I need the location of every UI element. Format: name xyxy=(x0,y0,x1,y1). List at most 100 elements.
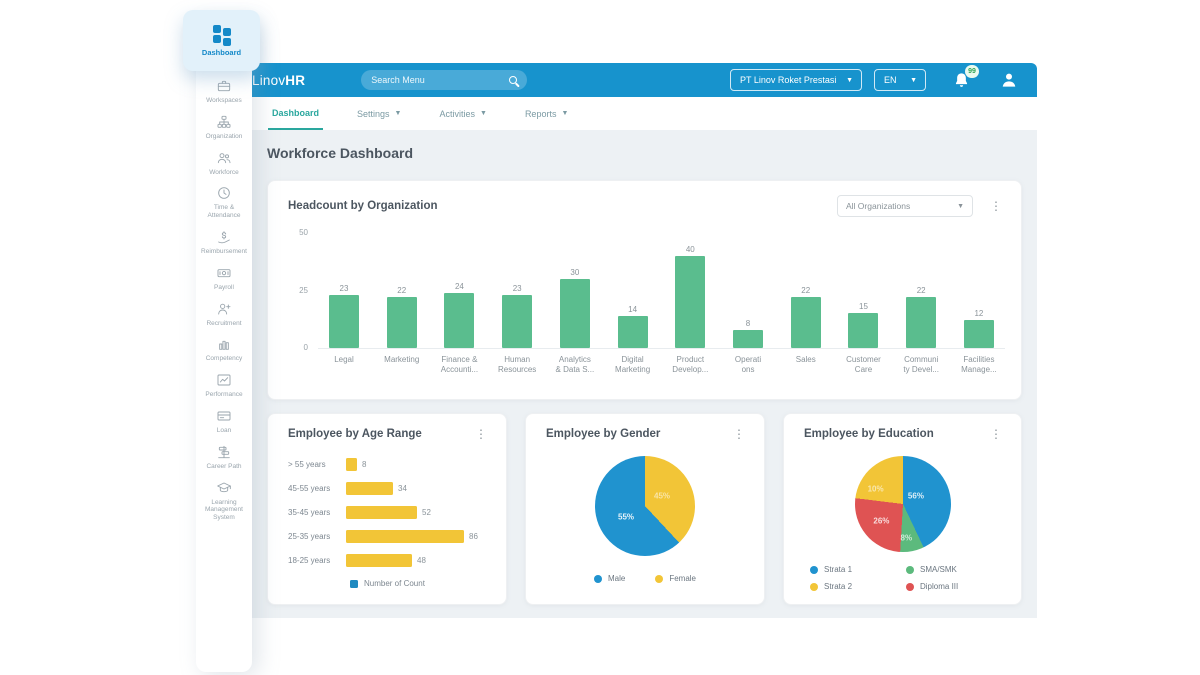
sidebar-item-label: Workforce xyxy=(209,168,239,176)
organization-filter-select[interactable]: All Organizations ▼ xyxy=(837,195,973,217)
bar-value-label: 8 xyxy=(745,319,751,328)
time-attendance-icon xyxy=(216,185,232,201)
x-axis-label: Sales xyxy=(795,355,816,364)
company-select[interactable]: PT Linov Roket Prestasi ▼ xyxy=(730,69,862,91)
bar-group: 22 Sales xyxy=(780,233,832,376)
sidebar-item-lms[interactable]: Learning Management System xyxy=(199,480,249,522)
sidebar-item-recruitment[interactable]: Recruitment xyxy=(199,301,249,328)
x-axis-label: Digital Marketing xyxy=(615,355,651,375)
bar-value-label: 22 xyxy=(397,286,407,295)
bar xyxy=(346,481,393,495)
legend-item: SMA/SMK xyxy=(906,565,1021,574)
legend-label: Diploma III xyxy=(920,582,959,591)
sidebar-item-payroll[interactable]: Payroll xyxy=(199,265,249,292)
y-axis-tick: 25 xyxy=(299,285,308,295)
sidebar-item-workspaces[interactable]: Workspaces xyxy=(199,78,249,105)
tab-dashboard[interactable]: Dashboard xyxy=(268,97,324,130)
bar xyxy=(346,457,357,471)
tab-settings[interactable]: Settings ▼ xyxy=(353,97,405,130)
legend-label: Strata 2 xyxy=(824,582,853,591)
employee-by-age-range-card: Employee by Age Range ⋮ > 55 years 8 45-55… xyxy=(267,413,507,605)
sidebar-item-competency[interactable]: Competency xyxy=(199,336,249,363)
content-area: Workforce Dashboard Headcount by Organiz… xyxy=(238,130,1037,618)
legend-item: Male xyxy=(593,574,625,583)
sidebar-item-time-attendance[interactable]: Time & Attendance xyxy=(199,185,249,220)
user-menu-button[interactable] xyxy=(999,70,1019,90)
age-range-row: > 55 years 8 xyxy=(288,452,490,476)
sidebar-item-label: Learning Management System xyxy=(205,498,243,522)
language-select[interactable]: EN ▼ xyxy=(874,69,926,91)
bar-group: 14 Digital Marketing xyxy=(607,233,659,376)
bar-value-label: 40 xyxy=(685,245,695,254)
chevron-down-icon: ▼ xyxy=(846,76,853,84)
search-bar xyxy=(361,70,528,90)
sidebar-item-label: Loan xyxy=(216,426,232,434)
legend-label: Female xyxy=(669,574,697,583)
tab-activities[interactable]: Activities ▼ xyxy=(435,97,490,130)
age-range-label: 25-35 years xyxy=(288,531,331,541)
competency-icon xyxy=(216,336,232,352)
bar xyxy=(963,320,994,348)
app-logo: LinovHR xyxy=(252,72,306,88)
card-title: Employee by Education xyxy=(804,428,934,440)
bar xyxy=(346,505,417,519)
pie-slice-label: 26% xyxy=(873,516,890,526)
card-menu-button[interactable]: ⋮ xyxy=(475,427,487,441)
bar-value-label: 22 xyxy=(916,286,926,295)
legend-label: Number of Count xyxy=(364,579,425,588)
bar xyxy=(848,313,879,348)
age-range-label: 18-25 years xyxy=(288,555,331,565)
legend-swatch xyxy=(350,579,358,588)
notifications-button[interactable]: 99 xyxy=(952,64,979,90)
recruitment-icon xyxy=(216,301,232,317)
y-axis-tick: 50 xyxy=(299,228,308,237)
sidebar-item-loan[interactable]: Loan xyxy=(199,408,249,435)
sidebar-item-performance[interactable]: Performance xyxy=(199,372,249,399)
legend-label: Strata 1 xyxy=(824,565,853,574)
legend-item: Female xyxy=(655,574,696,583)
x-axis-line xyxy=(318,348,1005,349)
sidebar-item-workforce[interactable]: Workforce xyxy=(199,150,249,177)
bar-group: 24 Finance & Accounti... xyxy=(433,233,485,376)
chevron-down-icon: ▼ xyxy=(480,110,487,117)
age-range-bar-chart: > 55 years 8 45-55 years 34 35-45 years 52 25-… xyxy=(268,444,506,572)
reimbursement-icon xyxy=(216,229,232,245)
sidebar-item-reimbursement[interactable]: Reimbursement xyxy=(199,229,249,256)
user-icon xyxy=(1002,73,1016,87)
x-axis-label: Product Develop... xyxy=(672,355,709,375)
bar xyxy=(444,293,475,348)
tab-label: Activities xyxy=(439,108,475,119)
nav-tabs: Dashboard Settings ▼ Activities ▼ Reports ▼ xyxy=(238,97,1037,130)
sidebar-item-career-path[interactable]: Career Path xyxy=(199,444,249,471)
sidebar-item-label: Dashboard xyxy=(201,47,242,57)
search-icon[interactable] xyxy=(509,76,518,84)
workforce-icon xyxy=(216,150,232,166)
card-menu-button[interactable]: ⋮ xyxy=(990,427,1002,441)
legend-swatch xyxy=(906,565,914,574)
chevron-down-icon: ▼ xyxy=(394,110,402,117)
sidebar-item-label: Reimbursement xyxy=(201,247,247,255)
x-axis-label: Operati ons xyxy=(734,355,762,375)
education-legend: Strata 1 SMA/SMK Strata 2 Diploma III xyxy=(810,565,1021,591)
payroll-icon xyxy=(216,265,232,281)
tab-label: Dashboard xyxy=(272,107,320,118)
sidebar-item-dashboard[interactable]: Dashboard xyxy=(183,10,260,71)
search-input[interactable] xyxy=(371,75,510,85)
sidebar-item-organization[interactable]: Organization xyxy=(199,114,249,141)
card-menu-button[interactable]: ⋮ xyxy=(990,199,1002,213)
company-select-value: PT Linov Roket Prestasi xyxy=(740,75,837,85)
card-menu-button[interactable]: ⋮ xyxy=(733,427,745,441)
career-path-icon xyxy=(216,444,232,460)
tab-reports[interactable]: Reports ▼ xyxy=(521,97,572,130)
x-axis-label: Finance & Accounti... xyxy=(440,355,479,375)
legend-swatch xyxy=(810,582,818,591)
top-header: LinovHR PT Linov Roket Prestasi ▼ EN ▼ 9… xyxy=(238,63,1037,97)
bar-group: 12 Facilities Manage... xyxy=(953,233,1005,376)
x-axis-label: Analytics & Data S... xyxy=(555,355,595,375)
bar-group: 40 Product Develop... xyxy=(664,233,716,376)
legend-label: SMA/SMK xyxy=(920,565,957,574)
sidebar-item-label: Competency xyxy=(205,355,243,363)
age-range-row: 25-35 years 86 xyxy=(288,524,490,548)
bar-value-label: 23 xyxy=(512,284,522,293)
